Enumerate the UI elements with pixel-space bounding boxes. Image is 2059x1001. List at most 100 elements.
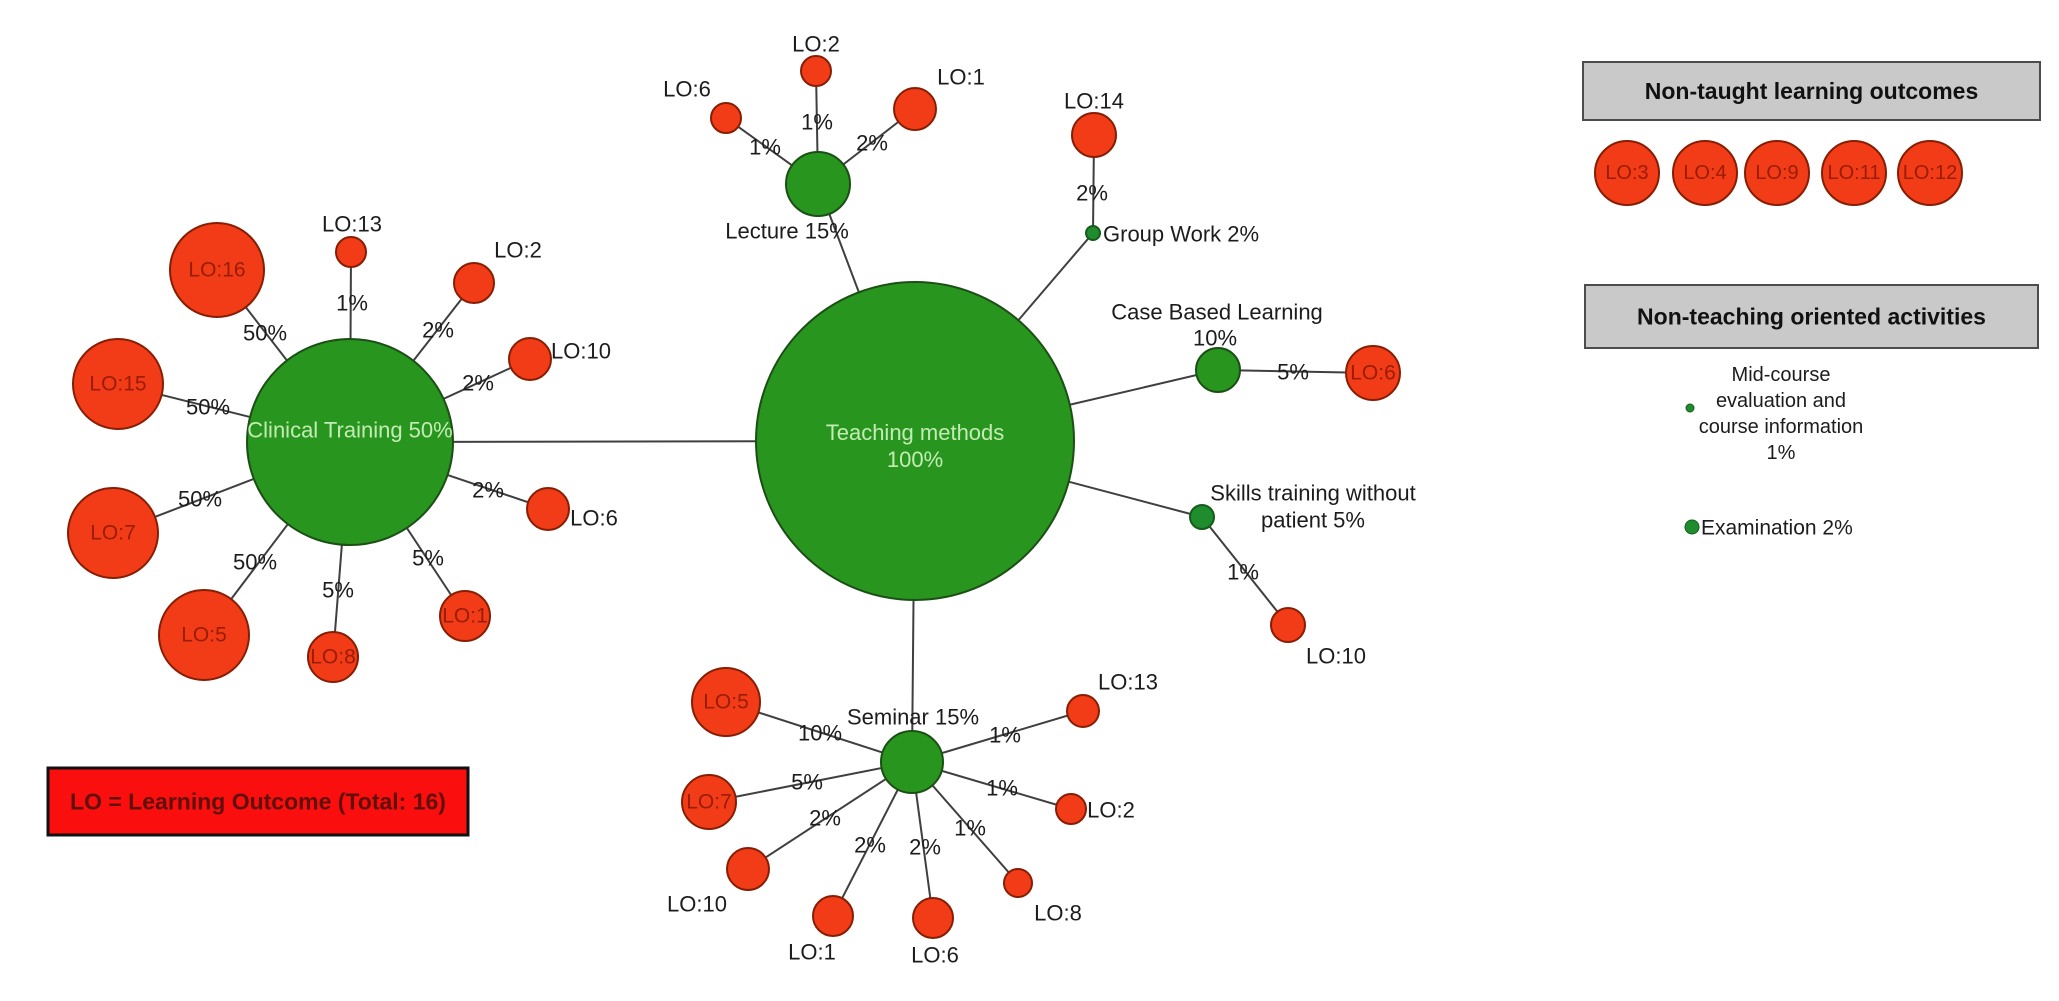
label-lo13-seminar: LO:13 (1098, 670, 1158, 695)
edge-seminar-seminar-lo7 (708, 761, 913, 803)
examination-label: Examination 2% (1701, 517, 1853, 540)
node-label-seminar-lo5: LO:5 (703, 691, 749, 714)
legend-non-teaching-title: Non-teaching oriented activities (1637, 304, 1986, 330)
edge-label-group-work-groupwork-lo14: 2% (1076, 181, 1108, 206)
edge-label-seminar-seminar-lo1: 2% (854, 833, 886, 858)
label-group-work: Group Work 2% (1103, 222, 1259, 247)
edge-label-clinical-training-clinical-lo2: 2% (422, 318, 454, 343)
label-lo10-clinical: LO:10 (551, 339, 611, 364)
label-lo6-lecture: LO:6 (663, 77, 711, 102)
node-clinical-lo6 (526, 487, 570, 531)
node-clinical-lo13 (335, 236, 367, 268)
label-lo1-seminar: LO:1 (788, 940, 836, 965)
node-label-clinical-lo7: LO:7 (90, 522, 136, 545)
label-lo10-skills: LO:10 (1306, 644, 1366, 669)
label-lo14-groupwork: LO:14 (1064, 89, 1124, 114)
edge-label-clinical-training-clinical-lo16: 50% (243, 321, 287, 346)
edge-label-case-based-learning-cbl-lo6: 5% (1277, 360, 1309, 385)
legend-node-lo-4 (1672, 140, 1738, 206)
node-label-seminar-lo7: LO:7 (686, 791, 732, 814)
edge-label-clinical-training-clinical-lo13: 1% (336, 291, 368, 316)
edge-label-clinical-training-clinical-lo10: 2% (462, 371, 494, 396)
edge-label-clinical-training-clinical-lo8: 5% (322, 578, 354, 603)
legend-node-lo-9 (1744, 140, 1810, 206)
node-clinical-lo16 (169, 222, 265, 318)
legend-node-lo-3 (1594, 140, 1660, 206)
label-lo1-lecture: LO:1 (937, 65, 985, 90)
edge-label-lecture-lecture-lo6: 1% (749, 135, 781, 160)
label-skills-training-2: patient 5% (1261, 508, 1365, 533)
edge-label-clinical-training-clinical-lo5: 50% (233, 550, 277, 575)
edge-label-seminar-seminar-lo2: 1% (986, 776, 1018, 801)
legend-non-taught-box (1582, 61, 2041, 121)
legend-node-label-lo-3: LO:3 (1605, 162, 1648, 184)
edge-label-lecture-lecture-lo1: 2% (856, 131, 888, 156)
label-lo8-seminar: LO:8 (1034, 901, 1082, 926)
edge-label-skills-training-skills-lo10: 1% (1227, 560, 1259, 585)
node-lecture-lo1 (893, 87, 937, 131)
node-cbl-lo6 (1345, 345, 1401, 401)
node-skills-lo10 (1270, 607, 1306, 643)
node-seminar-lo7 (681, 774, 737, 830)
edge-label-seminar-seminar-lo8: 1% (954, 816, 986, 841)
edge-label-seminar-seminar-lo6: 2% (909, 835, 941, 860)
node-seminar-lo5 (691, 667, 761, 737)
node-label-clinical-lo16: LO:16 (188, 259, 245, 282)
node-groupwork-lo14 (1071, 112, 1117, 158)
node-label-cbl-lo6: LO:6 (1350, 362, 1396, 385)
edge-seminar-seminar-lo10 (747, 761, 913, 870)
node-seminar-lo10 (726, 847, 770, 891)
edge-label-seminar-seminar-lo5: 10% (798, 721, 842, 746)
mid-course-label: Mid-course evaluation and course informati… (1699, 364, 1864, 464)
node-seminar-lo6 (912, 897, 954, 939)
edge-label-clinical-training-clinical-lo15: 50% (186, 395, 230, 420)
edge-label-clinical-training-clinical-lo6: 2% (472, 478, 504, 503)
node-skills-training (1189, 504, 1215, 530)
label-lo2-lecture: LO:2 (792, 32, 840, 57)
node-clinical-lo8 (307, 631, 359, 683)
legend-non-teaching-box (1584, 284, 2039, 349)
note-text: LO = Learning Outcome (Total: 16) (70, 789, 446, 815)
label-lo6-seminar: LO:6 (911, 943, 959, 968)
node-seminar-lo13 (1066, 694, 1100, 728)
node-clinical-training (246, 338, 454, 546)
node-seminar (880, 730, 944, 794)
legend-node-label-lo-12: LO:12 (1903, 162, 1957, 184)
node-label-clinical-lo8: LO:8 (310, 646, 356, 669)
legend-non-taught-title: Non-taught learning outcomes (1645, 78, 1979, 104)
label-case-based-learning-pct: 10% (1193, 326, 1237, 351)
node-seminar-lo1 (812, 895, 854, 937)
node-case-based-learning (1195, 347, 1241, 393)
node-label-clinical-lo5: LO:5 (181, 624, 227, 647)
edge-label-clinical-training-clinical-lo7: 50% (178, 487, 222, 512)
edge-label-seminar-seminar-lo13: 1% (989, 723, 1021, 748)
node-clinical-lo1 (439, 590, 491, 642)
legend-node-label-lo-11: LO:11 (1828, 162, 1881, 184)
node-lecture (785, 151, 851, 217)
node-label-teaching-methods: Teaching methods 100% (826, 420, 1005, 472)
node-clinical-lo15 (72, 338, 164, 430)
label-lo2-seminar: LO:2 (1087, 798, 1135, 823)
node-clinical-lo2 (453, 262, 495, 304)
legend-node-label-lo-9: LO:9 (1755, 162, 1798, 184)
label-seminar: Seminar 15% (847, 705, 979, 730)
label-lo13-clinical: LO:13 (322, 212, 382, 237)
node-clinical-lo7 (67, 487, 159, 579)
mid-course-dot-icon (1685, 403, 1695, 413)
label-skills-training-1: Skills training without (1210, 481, 1415, 506)
label-lo2-clinical: LO:2 (494, 238, 542, 263)
label-case-based-learning: Case Based Learning (1111, 300, 1323, 325)
node-group-work (1085, 225, 1101, 241)
label-lo6-clinical: LO:6 (570, 506, 618, 531)
node-clinical-lo10 (508, 337, 552, 381)
node-clinical-lo5 (158, 589, 250, 681)
label-lecture: Lecture 15% (725, 219, 849, 244)
examination-dot-icon (1684, 519, 1700, 535)
note-box (46, 766, 470, 837)
edge-skills-training-skills-lo10 (1201, 516, 1289, 626)
node-lecture-lo2 (800, 55, 832, 87)
label-lo10-seminar: LO:10 (667, 892, 727, 917)
legend-node-lo-11 (1821, 140, 1887, 206)
